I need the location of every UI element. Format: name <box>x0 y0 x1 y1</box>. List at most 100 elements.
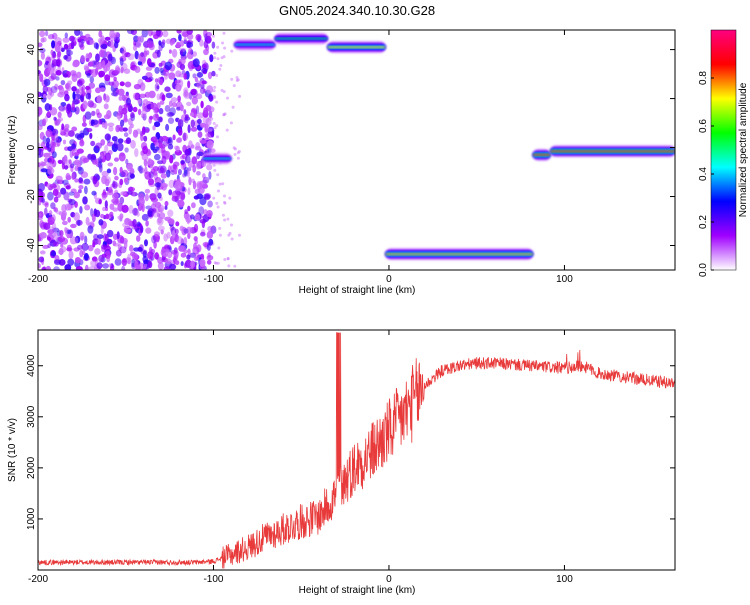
noise-blob <box>183 237 188 246</box>
noise-blob <box>87 100 94 108</box>
noise-blob <box>50 202 56 210</box>
noise-blob <box>218 67 222 71</box>
noise-blob <box>95 87 101 94</box>
noise-blob <box>39 232 47 239</box>
noise-blob <box>101 244 107 250</box>
noise-blob <box>158 225 165 232</box>
noise-blob <box>43 222 51 230</box>
noise-blob <box>38 107 43 116</box>
noise-blob <box>72 61 79 68</box>
noise-blob <box>109 203 115 210</box>
noise-blob <box>112 70 120 75</box>
noise-blob <box>68 159 72 165</box>
noise-blob <box>141 108 147 118</box>
noise-blob <box>64 32 69 39</box>
noise-blob <box>198 206 205 216</box>
noise-blob <box>42 118 47 127</box>
noise-blob <box>98 118 102 125</box>
noise-blob <box>199 87 206 95</box>
y-tick-label: -20 <box>26 189 37 204</box>
noise-blob <box>120 119 125 127</box>
noise-blob <box>206 243 211 251</box>
noise-blob <box>75 266 83 270</box>
noise-blob <box>47 110 51 117</box>
noise-blob <box>101 170 109 177</box>
noise-blob <box>201 63 207 69</box>
noise-blob <box>109 211 114 218</box>
noise-blob <box>150 142 155 151</box>
noise-blob <box>61 123 65 131</box>
noise-blob <box>79 130 85 139</box>
noise-blob <box>206 128 213 133</box>
noise-blob <box>178 34 182 42</box>
noise-blob <box>116 142 124 152</box>
noise-blob <box>63 55 68 60</box>
noise-blob <box>156 49 161 58</box>
noise-blob <box>186 101 192 107</box>
noise-blob <box>200 100 204 109</box>
noise-blob <box>80 55 86 64</box>
noise-blob <box>128 125 132 135</box>
noise-blob <box>80 95 84 102</box>
signal-track-band <box>203 157 232 160</box>
noise-blob <box>187 169 190 178</box>
noise-blob <box>209 54 214 63</box>
noise-blob <box>101 122 106 128</box>
noise-blob <box>158 40 162 46</box>
noise-blob <box>212 163 216 167</box>
noise-blob <box>196 152 201 160</box>
noise-blob <box>91 213 96 223</box>
noise-blob <box>83 252 89 261</box>
noise-blob <box>108 125 114 132</box>
noise-blob <box>138 167 145 174</box>
noise-blob <box>187 232 191 240</box>
noise-blob <box>212 94 216 98</box>
y-tick-label: 3000 <box>26 405 37 428</box>
noise-blob <box>162 30 169 38</box>
noise-blob <box>193 236 198 242</box>
noise-blob <box>38 142 41 148</box>
noise-blob <box>183 228 189 234</box>
noise-blob <box>199 39 204 47</box>
noise-blob <box>62 139 67 145</box>
noise-blob <box>121 50 127 57</box>
noise-blob <box>221 213 225 217</box>
noise-blob <box>154 121 161 128</box>
noise-blob <box>233 147 237 151</box>
noise-blob <box>53 116 57 121</box>
noise-blob <box>144 193 149 202</box>
y-tick-label: 20 <box>26 93 37 105</box>
noise-blob <box>74 151 80 156</box>
noise-blob <box>104 133 112 141</box>
noise-blob <box>187 187 191 196</box>
noise-blob <box>175 221 180 227</box>
noise-blob <box>62 156 68 165</box>
x-tick-label: -200 <box>28 274 48 285</box>
noise-blob <box>51 59 59 67</box>
noise-blob <box>124 81 132 88</box>
noise-blob <box>174 228 179 235</box>
noise-blob <box>50 91 55 97</box>
noise-blob <box>84 204 91 211</box>
noise-blob <box>201 80 207 85</box>
noise-blob <box>197 112 204 119</box>
noise-blob <box>153 240 157 249</box>
noise-blob <box>101 194 107 200</box>
spectrogram-x-axis: -200 -100 0 100 <box>28 30 573 285</box>
noise-blob <box>168 49 172 54</box>
noise-blob <box>157 212 161 218</box>
noise-blob <box>71 86 77 92</box>
noise-blob <box>79 139 85 147</box>
noise-blob <box>177 168 182 176</box>
noise-blob <box>125 158 129 165</box>
noise-blob <box>90 260 97 267</box>
noise-blob <box>64 93 70 102</box>
noise-blob <box>45 129 53 138</box>
noise-blob <box>186 41 194 48</box>
noise-blob <box>218 182 222 186</box>
noise-blob <box>155 30 161 37</box>
noise-blob <box>180 252 187 258</box>
noise-blob <box>117 215 123 220</box>
noise-blob <box>143 263 148 268</box>
